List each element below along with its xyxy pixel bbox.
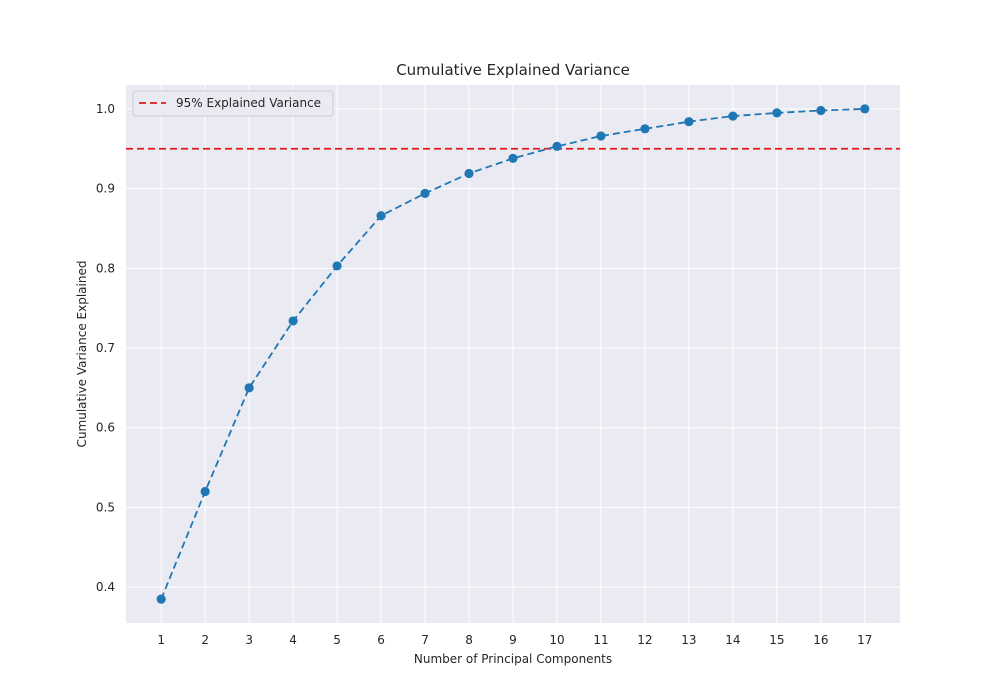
x-tick-label: 5 [333, 633, 341, 647]
data-points [156, 104, 870, 604]
y-tick-label: 0.7 [96, 341, 115, 355]
y-tick-label: 0.8 [96, 261, 115, 275]
x-tick-label: 6 [377, 633, 385, 647]
y-tick-label: 0.9 [96, 182, 115, 196]
series-line [160, 108, 865, 600]
x-tick-label: 17 [857, 633, 872, 647]
x-tick-label: 14 [725, 633, 740, 647]
x-tick-label: 7 [421, 633, 429, 647]
x-tick-label: 2 [201, 633, 209, 647]
y-tick-label: 0.4 [96, 580, 115, 594]
x-tick-label: 11 [593, 633, 608, 647]
data-point [728, 111, 738, 121]
x-tick-labels: 1 2 3 4 5 6 7 8 9 10 11 12 13 14 15 16 17 [157, 633, 872, 647]
data-point [640, 124, 650, 134]
y-tick-label: 0.6 [96, 421, 115, 435]
data-point [376, 211, 386, 221]
data-point [200, 486, 210, 497]
legend: 95% Explained Variance [132, 90, 334, 117]
x-tick-label: 4 [289, 633, 297, 647]
x-tick-label: 3 [245, 633, 253, 647]
x-axis-label: Number of Principal Components [414, 652, 612, 666]
data-point [332, 261, 342, 271]
data-point [684, 117, 694, 127]
data-point [816, 105, 826, 116]
x-tick-label: 1 [157, 633, 165, 647]
x-tick-label: 12 [637, 633, 652, 647]
data-point [288, 316, 298, 326]
data-point [464, 168, 474, 179]
chart-title: Cumulative Explained Variance [396, 61, 630, 79]
data-point [860, 104, 870, 114]
grid [126, 85, 900, 623]
x-tick-label: 16 [813, 633, 828, 647]
x-tick-label: 9 [509, 633, 517, 647]
x-tick-label: 13 [681, 633, 696, 647]
data-point [156, 594, 166, 604]
x-tick-label: 10 [549, 633, 564, 647]
data-point [552, 141, 562, 151]
data-point [244, 383, 254, 393]
y-axis-label: Cumulative Variance Explained [75, 261, 89, 448]
data-point [596, 131, 606, 141]
data-point [508, 153, 518, 163]
y-tick-label: 1.0 [96, 102, 115, 116]
legend-box [132, 90, 334, 117]
y-tick-labels: 0.4 0.5 0.6 0.7 0.8 0.9 1.0 [96, 102, 115, 594]
y-tick-label: 0.5 [96, 500, 115, 514]
legend-label: 95% Explained Variance [176, 96, 321, 110]
data-point [420, 188, 430, 198]
x-tick-label: 15 [769, 633, 784, 647]
data-point [772, 108, 782, 118]
x-tick-label: 8 [465, 633, 473, 647]
